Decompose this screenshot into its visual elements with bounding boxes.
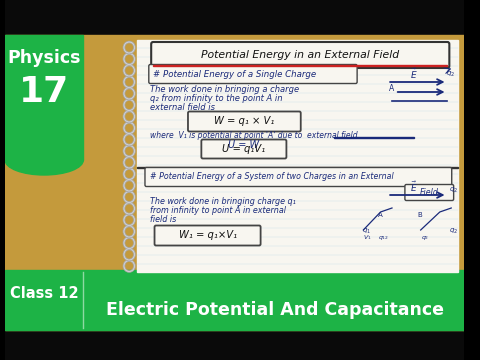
Text: The work done in bringing a charge: The work done in bringing a charge [150, 85, 300, 94]
FancyBboxPatch shape [405, 185, 454, 201]
Bar [137, 166, 458, 168]
Text: Physics: Physics [7, 49, 81, 67]
Text: # Potential Energy of a Single Charge: # Potential Energy of a Single Charge [153, 69, 316, 78]
Text: Field: Field [420, 188, 439, 197]
Text: Electric Potential And Capacitance: Electric Potential And Capacitance [107, 301, 444, 319]
FancyBboxPatch shape [201, 140, 287, 158]
Bar [5, 35, 464, 330]
Text: U = q₁V₁: U = q₁V₁ [222, 144, 265, 154]
Bar [5, 35, 84, 160]
Text: $q_2$: $q_2$ [449, 186, 458, 195]
Text: $q_2$: $q_2$ [446, 70, 456, 79]
FancyBboxPatch shape [188, 112, 301, 131]
Bar [137, 40, 458, 272]
Text: from infinity to point A in external: from infinity to point A in external [150, 206, 286, 215]
Text: $\vec{E}$: $\vec{E}$ [410, 180, 418, 194]
Text: field is: field is [150, 215, 177, 224]
Text: external field is: external field is [150, 103, 215, 112]
Bar [5, 330, 464, 360]
Text: A: A [378, 212, 383, 218]
Text: $\vec{E}$: $\vec{E}$ [410, 67, 418, 81]
Text: A: A [389, 84, 395, 93]
Text: $q_{12}$: $q_{12}$ [378, 234, 389, 242]
FancyBboxPatch shape [145, 167, 452, 186]
Text: 17: 17 [19, 75, 69, 109]
Ellipse shape [5, 145, 84, 175]
Text: W = q₁ × V₁: W = q₁ × V₁ [214, 116, 274, 126]
Text: B: B [418, 212, 422, 218]
Text: $V_1$: $V_1$ [363, 233, 372, 242]
Text: $q_2$: $q_2$ [449, 227, 458, 236]
Text: $q_1$: $q_1$ [362, 227, 372, 236]
Text: Class 12: Class 12 [10, 287, 78, 302]
Text: Potential Energy in an External Field: Potential Energy in an External Field [201, 50, 399, 60]
Text: # Potential Energy of a System of two Charges in an External: # Potential Energy of a System of two Ch… [150, 171, 394, 180]
Bar [5, 270, 464, 330]
FancyBboxPatch shape [151, 42, 449, 68]
Text: q₂ from infinity to the point A in: q₂ from infinity to the point A in [150, 94, 283, 103]
Text: U = W: U = W [228, 140, 260, 150]
Text: $q_2$: $q_2$ [420, 234, 429, 242]
FancyBboxPatch shape [149, 64, 357, 84]
Text: W₁ = q₁×V₁: W₁ = q₁×V₁ [179, 230, 237, 240]
FancyBboxPatch shape [155, 225, 261, 246]
Text: where  V₁ is potential at point 'A' due to  external field.: where V₁ is potential at point 'A' due t… [150, 131, 360, 140]
Bar [153, 65, 447, 66]
Bar [334, 137, 414, 138]
Text: The work done in bringing charge q₁: The work done in bringing charge q₁ [150, 197, 296, 206]
Bar [5, 0, 464, 35]
